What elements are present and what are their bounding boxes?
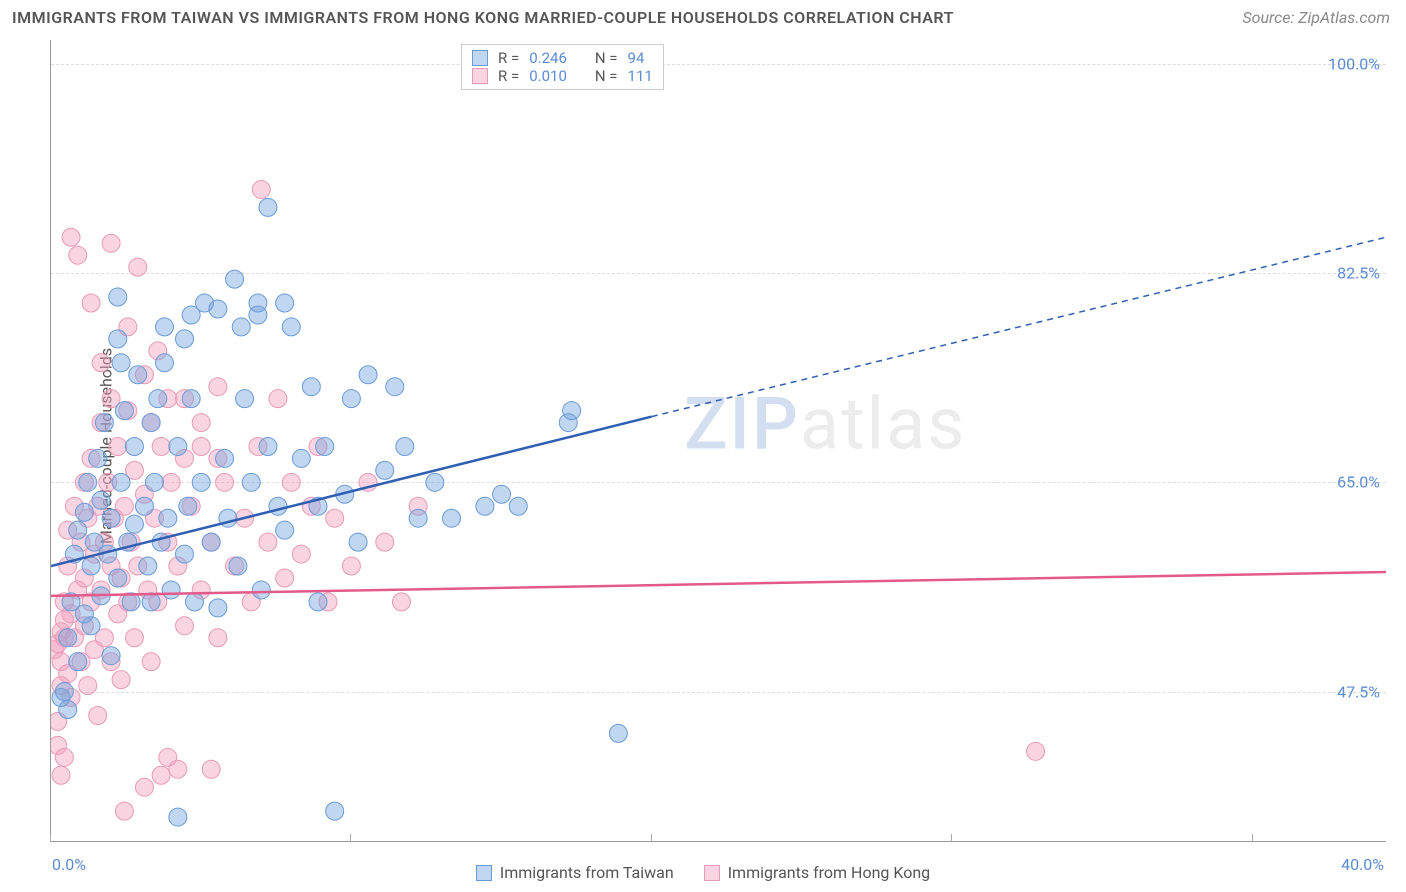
legend-item-taiwan: Immigrants from Taiwan [476,863,674,882]
swatch-hongkong-bottom [704,865,720,881]
stats-legend-box: R = 0.246 N = 94 R = 0.010 N = 111 [461,44,664,90]
bottom-legend: Immigrants from Taiwan Immigrants from H… [0,863,1406,882]
swatch-hongkong [472,68,488,84]
plot-area: R = 0.246 N = 94 R = 0.010 N = 111 ZIPat… [50,40,1386,842]
chart-title: IMMIGRANTS FROM TAIWAN VS IMMIGRANTS FRO… [12,8,954,27]
scatter-svg [51,40,1386,841]
x-tick-0: 0.0% [52,855,86,874]
stats-row-hongkong: R = 0.010 N = 111 [472,67,653,85]
source-label: Source: ZipAtlas.com [1242,8,1390,27]
stats-row-taiwan: R = 0.246 N = 94 [472,49,653,67]
title-bar: IMMIGRANTS FROM TAIWAN VS IMMIGRANTS FRO… [0,0,1406,31]
legend-item-hongkong: Immigrants from Hong Kong [704,863,930,882]
x-tick-1: 40.0% [1341,855,1384,874]
swatch-taiwan-bottom [476,865,492,881]
swatch-taiwan [472,50,488,66]
